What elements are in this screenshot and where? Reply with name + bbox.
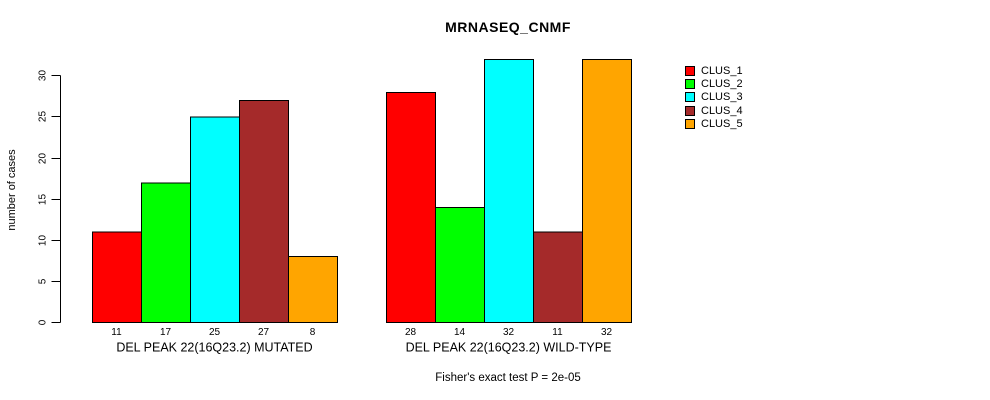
bar-value-label: 27 (258, 327, 270, 338)
y-tick-label: 25 (38, 111, 49, 123)
legend-item-label: CLUS_5 (701, 117, 743, 130)
y-tick-label: 30 (38, 70, 49, 82)
bar-value-label: 17 (160, 327, 172, 338)
legend-swatch-icon (685, 65, 695, 76)
y-tick-label: 15 (38, 194, 49, 206)
bar-clus_1-group1 (92, 231, 142, 323)
legend-swatch-icon (685, 78, 695, 89)
bar-clus_3-group1 (190, 116, 240, 323)
y-tick-label: 10 (38, 235, 49, 247)
bar-clus_4-group1 (239, 100, 289, 323)
legend-swatch-icon (685, 92, 695, 103)
footnote: Fisher's exact test P = 2e-05 (435, 372, 581, 384)
legend-item: CLUS_4 (685, 104, 743, 117)
bar-clus_4-group2 (533, 231, 583, 323)
bar-clus_5-group1 (288, 256, 338, 323)
bar-value-label: 32 (601, 327, 613, 338)
legend-item-label: CLUS_4 (701, 104, 743, 117)
legend-item-label: CLUS_1 (701, 64, 743, 77)
legend-item: CLUS_5 (685, 117, 743, 130)
legend-swatch-icon (685, 105, 695, 116)
y-tick-label: 5 (38, 278, 49, 284)
bar-value-label: 8 (310, 327, 316, 338)
bar-clus_3-group2 (484, 58, 534, 324)
legend-item-label: CLUS_3 (701, 91, 743, 104)
bar-clus_2-group1 (141, 182, 191, 323)
bar-value-label: 11 (111, 327, 122, 338)
bar-value-label: 28 (405, 327, 417, 338)
y-tick-label: 0 (38, 319, 49, 325)
legend: CLUS_1 CLUS_2 CLUS_3 CLUS_4 CLUS_5 (685, 64, 743, 130)
bar-clus_1-group2 (386, 91, 436, 323)
y-tick-label: 20 (38, 153, 49, 165)
bar-clus_2-group2 (435, 206, 485, 323)
legend-item: CLUS_2 (685, 77, 743, 90)
legend-item: CLUS_1 (685, 64, 743, 77)
bar-value-label: 11 (552, 327, 563, 338)
legend-item-label: CLUS_2 (701, 77, 743, 90)
bar-clus_5-group2 (582, 58, 632, 324)
legend-item: CLUS_3 (685, 91, 743, 104)
bar-value-label: 32 (503, 327, 515, 338)
bar-value-label: 25 (209, 327, 221, 338)
group-label: DEL PEAK 22(16Q23.2) WILD-TYPE (406, 341, 612, 355)
chart-title: MRNASEQ_CNMF (445, 19, 571, 35)
legend-swatch-icon (685, 118, 695, 129)
bar-value-label: 14 (454, 327, 466, 338)
group-label: DEL PEAK 22(16Q23.2) MUTATED (116, 341, 312, 355)
